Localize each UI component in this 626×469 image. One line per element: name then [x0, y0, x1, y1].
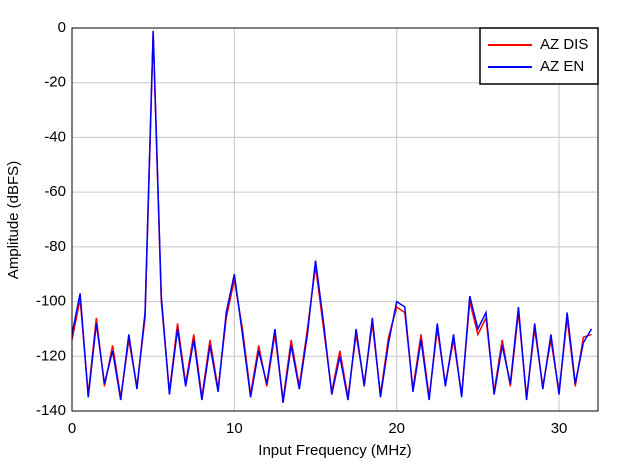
- y-tick-label: -60: [44, 183, 66, 200]
- legend-label: AZ EN: [540, 58, 584, 75]
- series-line: [71, 33, 592, 401]
- legend-box: [479, 27, 599, 85]
- y-tick-label: 0: [58, 19, 66, 36]
- y-tick-label: -80: [44, 238, 66, 255]
- y-tick-label: -120: [36, 347, 66, 364]
- x-tick-label: 30: [551, 420, 568, 437]
- y-tick-label: -100: [36, 293, 66, 310]
- x-tick-label: 20: [388, 420, 405, 437]
- y-tick-label: -20: [44, 74, 66, 91]
- x-tick-label: 0: [68, 420, 76, 437]
- y-tick-label: -140: [36, 402, 66, 419]
- y-axis-label: Amplitude (dBFS): [5, 161, 22, 279]
- x-axis-label: Input Frequency (MHz): [258, 442, 411, 459]
- legend-label: AZ DIS: [540, 36, 588, 53]
- series-line: [71, 30, 593, 403]
- plot-frame: [71, 27, 599, 412]
- y-tick-label: -40: [44, 128, 66, 145]
- x-tick-label: 10: [226, 420, 243, 437]
